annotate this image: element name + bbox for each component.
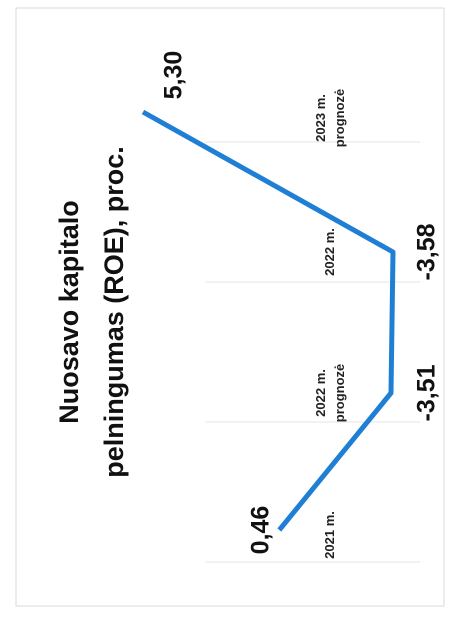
series-line-roe <box>141 109 396 532</box>
value-label: -3,58 <box>413 223 441 280</box>
category-label-line: prognozė <box>332 364 347 423</box>
value-label: 5,30 <box>160 51 188 100</box>
category-label: 2022 m. prognozė <box>313 364 347 423</box>
category-label-line: 2021 m. <box>322 511 337 559</box>
category-label-line: prognozė <box>332 89 347 148</box>
category-label-line: 2022 m. <box>313 369 328 417</box>
category-label: 2023 m. prognozė <box>313 89 347 148</box>
category-label: 2021 m. <box>322 511 337 559</box>
chart-title-line-2: pelningumas (ROE), proc. <box>99 146 129 478</box>
value-labels: 0,46 -3,51 -3,58 5,30 <box>160 51 441 555</box>
chart-title-line-1: Nuosavo kapitalo <box>54 200 84 424</box>
category-labels: 2021 m. 2022 m. prognozė 2022 m. 2023 m. prog… <box>313 89 347 559</box>
chart-title: Nuosavo kapitalo pelningumas (ROE), proc… <box>54 146 129 478</box>
category-label-line: 2022 m. <box>322 228 337 276</box>
category-label-line: 2023 m. <box>313 94 328 142</box>
value-label: 0,46 <box>247 506 275 555</box>
value-label: -3,51 <box>413 364 441 421</box>
category-label: 2022 m. <box>322 228 337 276</box>
gridlines <box>205 141 420 563</box>
chart-frame <box>15 7 445 607</box>
